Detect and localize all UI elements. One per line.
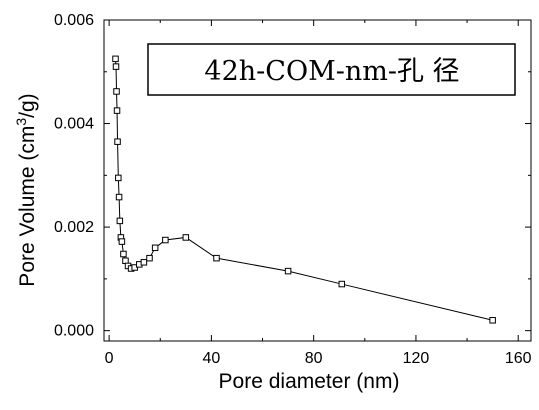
legend-label: 42h-COM-nm-孔 径: [204, 56, 459, 87]
x-tick-label: 80: [305, 350, 323, 367]
plot-frame: [103, 19, 532, 342]
data-point-marker: [122, 257, 129, 264]
data-point-marker: [162, 236, 169, 244]
data-point-marker: [213, 254, 220, 262]
data-point-marker: [140, 259, 148, 266]
data-point-marker: [489, 317, 496, 324]
data-point-marker: [115, 174, 122, 182]
data-point-marker: [284, 267, 292, 275]
data-point-marker: [118, 238, 126, 245]
data-point-marker: [151, 244, 159, 252]
x-tick-label: 120: [403, 350, 430, 367]
y-axis-title-sup: 3: [13, 118, 29, 126]
data-point-marker: [114, 138, 121, 145]
x-tick-label: 0: [105, 350, 114, 367]
y-axis-title-main: Pore Volume (cm: [16, 126, 39, 287]
axes-layer: 0 40 80 120 160 0.000 0.002 0.004 0.006: [54, 12, 532, 367]
y-axis-title-end: /g): [16, 93, 39, 118]
data-point-marker: [146, 254, 153, 262]
data-point-marker: [116, 217, 124, 225]
y-tick-label: 0.006: [54, 12, 94, 29]
legend-box: [147, 43, 516, 96]
y-axis-title: Pore Volume (cm3/g): [13, 93, 39, 286]
data-point-marker: [112, 63, 120, 70]
data-layer: [112, 55, 496, 324]
y-tick-label: 0.000: [54, 323, 94, 340]
x-axis-title: Pore diameter (nm): [219, 370, 400, 393]
x-tick-label: 160: [505, 350, 532, 367]
x-tick-label: 40: [202, 350, 220, 367]
data-point-marker: [112, 55, 119, 63]
data-point-marker: [182, 234, 190, 241]
data-point-marker: [338, 280, 346, 288]
data-point-marker: [120, 250, 127, 258]
data-point-marker: [115, 193, 123, 201]
data-point-marker: [113, 88, 120, 95]
data-point-marker: [113, 107, 121, 114]
y-tick-label: 0.002: [54, 219, 94, 236]
y-tick-label: 0.004: [54, 116, 94, 133]
